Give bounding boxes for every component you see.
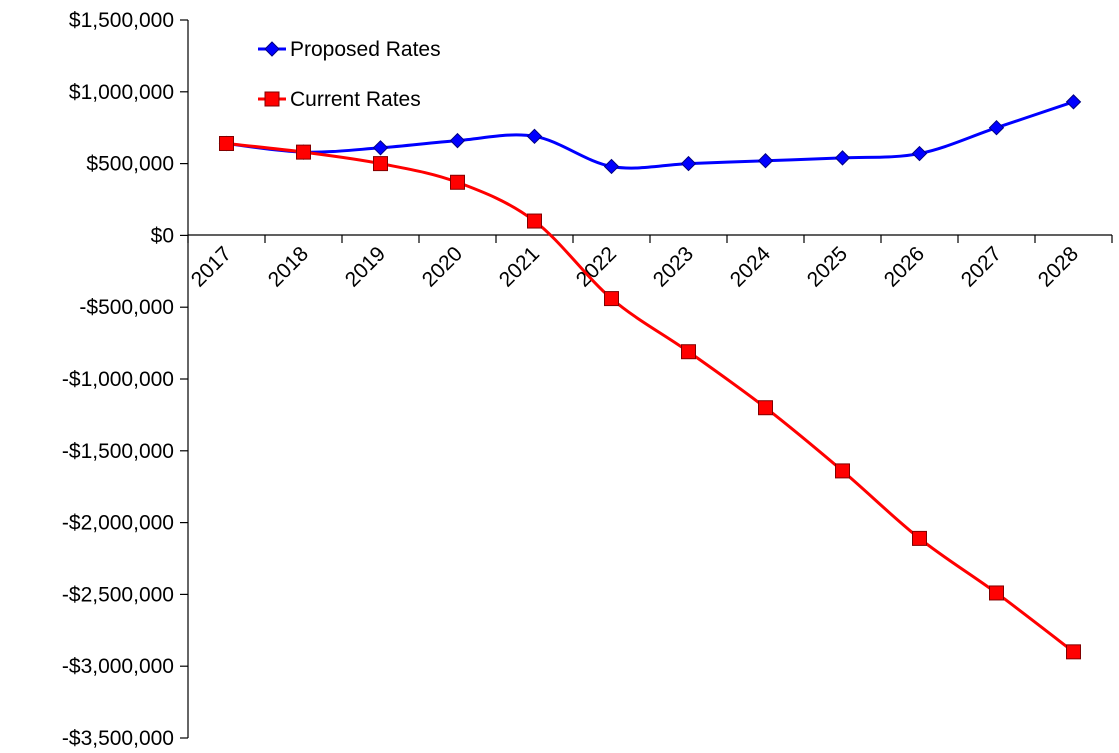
x-tick-label: 2017 bbox=[187, 242, 236, 291]
data-point-proposed-rates bbox=[757, 153, 774, 169]
x-tick-label: 2025 bbox=[803, 242, 852, 291]
x-tick-label: 2026 bbox=[880, 242, 929, 291]
y-tick-label: $500,000 bbox=[86, 153, 174, 176]
series-line-current-rates bbox=[226, 142, 1075, 654]
y-axis: $1,500,000 $1,000,000 $500,000 $0 -$500,000 -… bbox=[62, 9, 189, 750]
x-tick-label: 2021 bbox=[495, 242, 544, 291]
data-point-current-rates bbox=[989, 585, 1004, 601]
legend-item-current-rates: Current Rates bbox=[258, 88, 421, 111]
legend-label: Proposed Rates bbox=[290, 38, 441, 61]
x-tick-label: 2020 bbox=[418, 242, 467, 291]
data-point-current-rates bbox=[373, 156, 388, 172]
x-axis: 2017 2018 2019 2020 2021 2022 2023 2024 2025 2026… bbox=[187, 234, 1113, 292]
data-point-current-rates bbox=[681, 344, 696, 360]
x-tick-label: 2024 bbox=[726, 242, 776, 292]
legend: Proposed Rates Current Rates bbox=[258, 38, 441, 111]
data-point-proposed-rates bbox=[603, 158, 620, 175]
data-point-proposed-rates bbox=[526, 128, 543, 145]
data-point-proposed-rates bbox=[834, 150, 851, 166]
y-tick-label: $1,500,000 bbox=[69, 9, 174, 32]
legend-label: Current Rates bbox=[290, 88, 421, 111]
y-tick-label: -$2,500,000 bbox=[62, 583, 174, 606]
legend-marker bbox=[264, 41, 280, 57]
y-tick-label: -$500,000 bbox=[79, 296, 174, 319]
data-point-current-rates bbox=[1066, 644, 1081, 660]
x-tick-label: 2023 bbox=[649, 242, 698, 291]
data-point-current-rates bbox=[450, 174, 465, 190]
y-tick-label: -$3,500,000 bbox=[62, 727, 174, 750]
data-point-current-rates bbox=[219, 135, 234, 151]
data-point-proposed-rates bbox=[680, 155, 697, 172]
series-layer bbox=[218, 94, 1082, 660]
data-point-current-rates bbox=[835, 463, 850, 479]
data-point-proposed-rates bbox=[372, 140, 389, 156]
data-point-proposed-rates bbox=[911, 145, 928, 162]
data-point-current-rates bbox=[296, 144, 311, 160]
y-tick-label: -$3,000,000 bbox=[62, 655, 174, 678]
data-point-proposed-rates bbox=[1065, 94, 1082, 110]
y-tick-label: $1,000,000 bbox=[69, 81, 174, 104]
data-point-current-rates bbox=[527, 213, 542, 229]
x-tick-label: 2019 bbox=[341, 242, 390, 291]
y-tick-label: -$2,000,000 bbox=[62, 512, 174, 535]
data-point-proposed-rates bbox=[449, 132, 466, 149]
x-tick-label: 2027 bbox=[957, 242, 1006, 291]
y-tick-label: -$1,500,000 bbox=[62, 440, 174, 463]
x-tick-label: 2018 bbox=[264, 242, 313, 291]
series-current-rates bbox=[219, 135, 1081, 660]
y-tick-label: $0 bbox=[151, 224, 174, 247]
data-point-proposed-rates bbox=[988, 119, 1005, 136]
legend-item-proposed-rates: Proposed Rates bbox=[258, 38, 441, 61]
y-tick-label: -$1,000,000 bbox=[62, 368, 174, 391]
legend-marker bbox=[264, 91, 280, 107]
data-point-current-rates bbox=[604, 291, 619, 307]
data-point-current-rates bbox=[912, 530, 927, 546]
x-tick-label: 2028 bbox=[1034, 242, 1083, 291]
data-point-current-rates bbox=[758, 400, 773, 416]
